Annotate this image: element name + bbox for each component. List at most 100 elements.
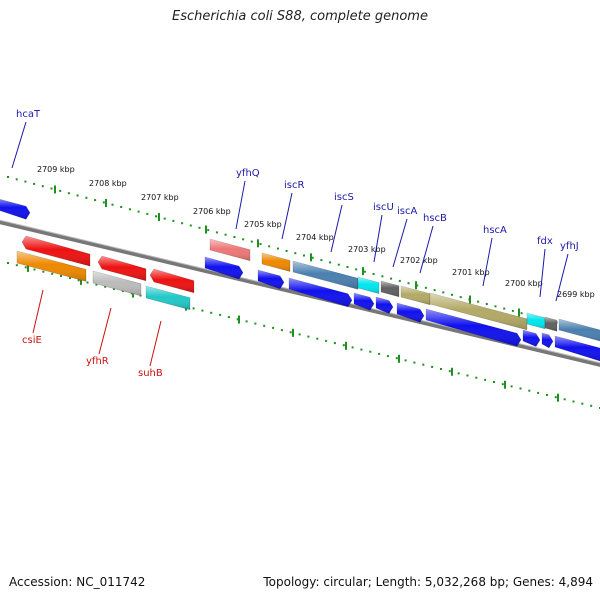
gene-label-hcaT[interactable]: hcaT (16, 109, 41, 120)
scale-label: 2701 kbp (452, 268, 490, 277)
upper-minor-tick (485, 303, 488, 305)
gene-label-suhB[interactable]: suhB (138, 368, 163, 379)
lower-minor-tick (24, 266, 27, 269)
upper-minor-tick (363, 270, 366, 273)
lower-minor-tick (68, 277, 71, 280)
lower-minor-tick (219, 313, 222, 316)
upper-minor-tick (24, 180, 27, 183)
lower-minor-tick (15, 264, 18, 267)
lower-minor-tick (245, 320, 248, 323)
lower-minor-tick (272, 326, 275, 329)
lower-minor-tick (501, 383, 504, 386)
lower-minor-tick (236, 318, 239, 321)
scale-label: 2707 kbp (141, 193, 179, 202)
scale-label: 2700 kbp (505, 279, 543, 288)
gene-label-iscS[interactable]: iscS (334, 192, 354, 203)
lower-minor-tick (7, 262, 9, 264)
cds-forward-shade (376, 297, 393, 314)
lower-minor-tick (210, 311, 213, 314)
gene-label-leader (149, 320, 162, 367)
gene-label-leader (482, 237, 493, 287)
gene-csiE-cds-shade (22, 236, 90, 267)
upper-minor-tick (303, 254, 305, 257)
gene-yfhJ-b-shade (559, 319, 600, 341)
lower-minor-tick (227, 316, 230, 319)
lower-minor-tick (201, 309, 204, 312)
upper-minor-tick (163, 217, 166, 220)
upper-minor-tick (329, 261, 332, 264)
upper-minor-tick (372, 273, 375, 275)
gene-label-hscB[interactable]: hscB (423, 213, 447, 224)
scale-label: 2702 kbp (400, 256, 438, 265)
upper-minor-tick (416, 284, 419, 287)
gene-suhB-cds-shade (150, 269, 194, 293)
lower-minor-tick (369, 350, 372, 353)
lower-minor-tick (413, 361, 416, 364)
gene-label-hscA[interactable]: hscA (483, 225, 507, 236)
gene-label-leader (11, 121, 27, 169)
cds-forward-shade (258, 270, 284, 289)
lower-minor-tick (121, 290, 124, 293)
lower-minor-tick (263, 324, 266, 327)
gene-label-iscA[interactable]: iscA (397, 206, 417, 217)
gene-label-fdx[interactable]: fdx (537, 236, 553, 247)
cds-forward-shade (354, 293, 374, 311)
gene-label-yfhJ[interactable]: yfhJ (560, 241, 579, 252)
upper-minor-tick (503, 307, 506, 310)
lower-minor-tick (519, 387, 522, 390)
topology-label: Topology: circular; Length: 5,032,268 bp… (263, 575, 593, 589)
gene-fdx-shade (527, 313, 545, 329)
upper-minor-tick (320, 259, 323, 262)
upper-minor-tick (346, 266, 349, 268)
upper-minor-tick (451, 293, 453, 296)
cds-forward-shade (523, 330, 540, 347)
lower-minor-tick (351, 346, 354, 349)
map-title: Escherichia coli S88, complete genome (172, 9, 428, 24)
gene-label-iscU[interactable]: iscU (373, 202, 394, 213)
upper-minor-tick (224, 233, 227, 236)
upper-minor-tick (511, 309, 514, 312)
gene-label-leader (419, 225, 434, 274)
gene-label-leader (330, 204, 343, 253)
lower-minor-tick (316, 337, 319, 340)
upper-minor-tick (407, 282, 410, 285)
gene-label-yfhR[interactable]: yfhR (86, 356, 109, 367)
label-layer: hcaT yfhQ iscR iscS iscU iscA hscB hscA fdx yfhJ c… (11, 109, 579, 379)
gene-label-csiE[interactable]: csiE (22, 335, 42, 346)
lower-minor-tick (431, 365, 434, 368)
upper-minor-tick (120, 206, 123, 208)
gene-iscR-shade (262, 253, 290, 272)
upper-minor-tick (50, 187, 53, 190)
upper-minor-tick (494, 305, 497, 308)
gene-label-leader (539, 248, 546, 298)
gene-hscB-shade (401, 286, 430, 305)
lower-minor-tick (510, 385, 513, 388)
upper-minor-tick (181, 222, 184, 225)
upper-minor-tick (172, 219, 175, 222)
cds-forward-shade (542, 333, 553, 348)
lower-minor-tick (33, 268, 36, 271)
upper-minor-tick (41, 185, 44, 188)
upper-minor-tick (59, 189, 62, 192)
gene-csiE-shade (17, 251, 86, 282)
upper-minor-tick (276, 247, 279, 250)
upper-minor-tick (198, 226, 201, 229)
upper-minor-tick (477, 300, 480, 303)
upper-minor-tick (215, 231, 218, 234)
lower-minor-tick (342, 344, 345, 347)
gene-label-iscR[interactable]: iscR (284, 180, 304, 191)
cds-forward-shade (205, 257, 243, 280)
lower-minor-tick (60, 275, 62, 277)
upper-minor-tick (337, 263, 340, 266)
upper-minor-tick (398, 279, 401, 282)
gene-label-yfhQ[interactable]: yfhQ (236, 168, 260, 179)
upper-minor-tick (207, 229, 210, 232)
lower-minor-tick (42, 270, 45, 273)
lower-minor-tick (254, 322, 257, 325)
lower-minor-tick (192, 307, 195, 310)
cds-forward-shade (397, 303, 424, 323)
upper-minor-tick (102, 201, 105, 204)
lower-minor-tick (546, 394, 548, 396)
lower-minor-tick (590, 404, 593, 407)
upper-minor-tick (85, 196, 88, 199)
